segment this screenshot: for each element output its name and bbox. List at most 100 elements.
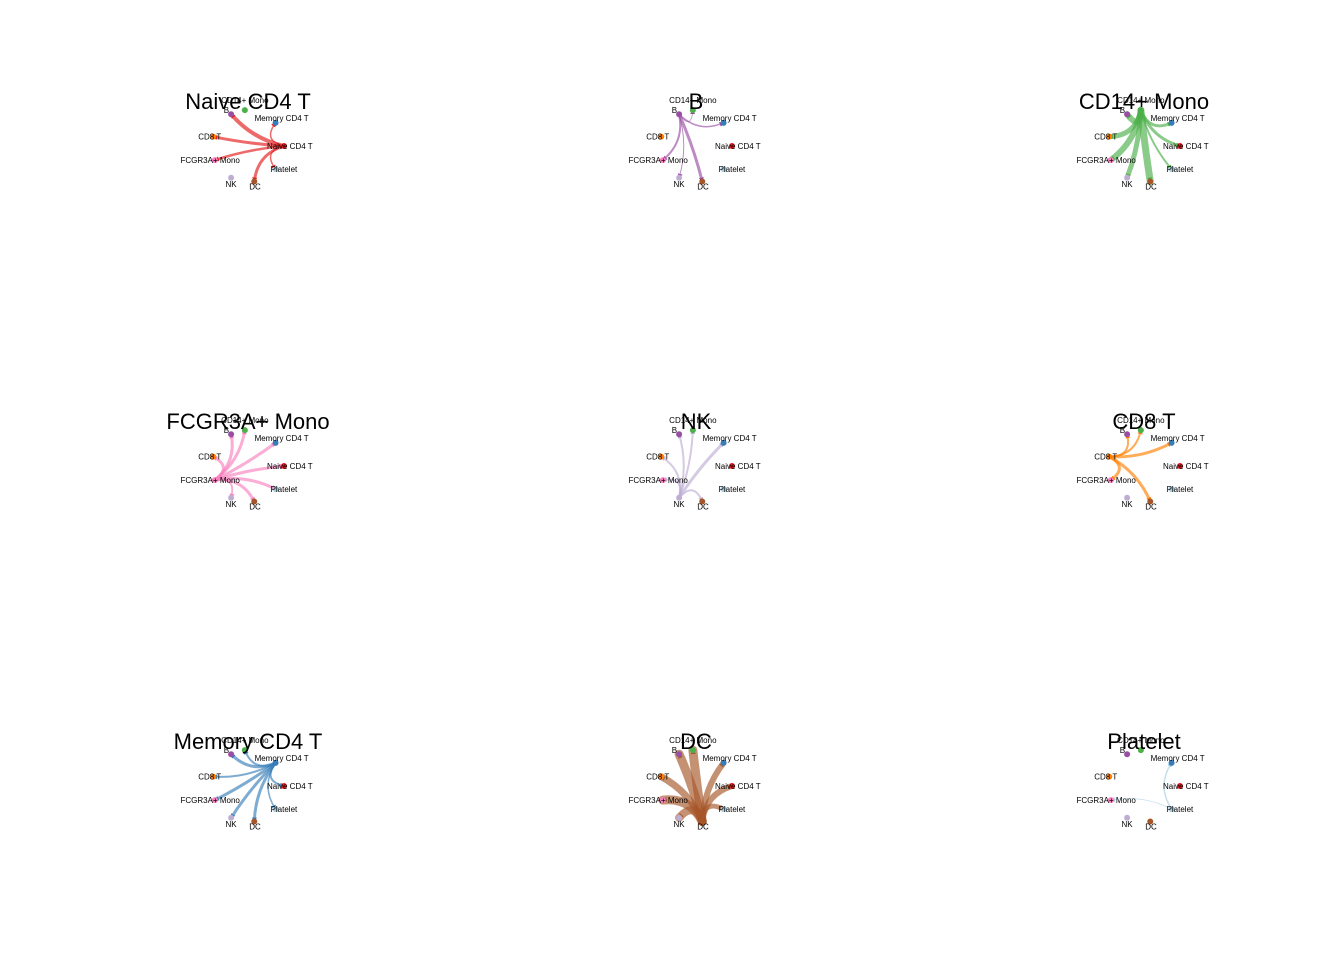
node-platelet [720,806,727,813]
node-fcgr3aplus-mono [211,797,218,804]
node-label-dc: DC [1145,182,1157,191]
node-label-memory-cd4-t: Memory CD4 T [255,754,309,763]
node-label-memory-cd4-t: Memory CD4 T [703,114,757,123]
node-label-cd14plus-mono: CD14+ Mono [1117,736,1165,745]
node-cd8-t [658,133,665,140]
node-label-dc: DC [249,502,261,511]
node-platelet [272,486,279,493]
node-fcgr3aplus-mono [659,477,666,484]
panel-fcgr3aplus-mono: B CD14+ Mono Memory CD4 T Naive CD4 T Platel… [68,408,428,608]
node-cd14plus-mono [1137,747,1144,754]
node-label-b: B [224,746,229,755]
node-label-b: B [1120,746,1125,755]
node-label-memory-cd4-t: Memory CD4 T [1151,114,1205,123]
node-b [676,751,683,758]
node-label-naive-cd4-t: Naive CD4 T [715,462,761,471]
node-label-naive-cd4-t: Naive CD4 T [267,782,313,791]
node-label-memory-cd4-t: Memory CD4 T [703,754,757,763]
node-platelet [272,166,279,173]
node-label-nk: NK [226,820,238,829]
node-dc [251,178,258,185]
edge-cd14plus-mono-to-dc [1137,106,1154,185]
node-label-cd14plus-mono: CD14+ Mono [1117,96,1165,105]
node-platelet [1168,806,1175,813]
node-dc [1147,818,1154,825]
edge-cd8-t-to-memory-cd4-t [1107,441,1174,459]
edge-cd8-t-to-dc [1107,455,1152,503]
node-label-fcgr3aplus-mono: FCGR3A+ Mono [629,476,689,485]
edge-nk-to-cd14plus-mono [678,429,696,499]
node-label-nk: NK [674,500,686,509]
node-platelet [1168,166,1175,173]
node-label-cd8-t: CD8 T [646,773,669,782]
node-label-platelet: Platelet [719,485,746,494]
node-label-cd8-t: CD8 T [1094,133,1117,142]
node-nk [1124,814,1131,821]
node-label-nk: NK [674,820,686,829]
panel-title: DC [680,729,712,754]
node-label-dc: DC [249,182,261,191]
panel-cd14plus-mono: B CD14+ Mono Memory CD4 T Naive CD4 T Platel… [964,88,1324,288]
node-cd8-t [658,773,665,780]
node-label-cd8-t: CD8 T [646,453,669,462]
node-label-cd14plus-mono: CD14+ Mono [221,736,269,745]
node-nk [228,174,235,181]
node-label-platelet: Platelet [1167,805,1194,814]
node-platelet [720,486,727,493]
node-b [1124,111,1131,118]
node-label-memory-cd4-t: Memory CD4 T [255,434,309,443]
edge-fcgr3aplus-mono-to-nk [213,478,235,499]
node-label-cd14plus-mono: CD14+ Mono [1117,416,1165,425]
node-dc [251,498,258,505]
node-naive-cd4-t [729,783,735,789]
node-nk [228,814,235,821]
node-cd8-t [658,453,665,460]
node-label-memory-cd4-t: Memory CD4 T [703,434,757,443]
node-label-cd8-t: CD8 T [198,453,221,462]
edge-naive-cd4-t-to-platelet [269,145,285,170]
node-label-naive-cd4-t: Naive CD4 T [1163,782,1209,791]
edge-platelet-to-memory-cd4-t [1163,762,1173,810]
node-label-nk: NK [226,180,238,189]
node-naive-cd4-t [281,463,287,469]
node-b [228,751,235,758]
node-nk [1124,174,1131,181]
node-label-b: B [672,746,677,755]
node-nk [228,494,235,501]
node-label-naive-cd4-t: Naive CD4 T [1163,142,1209,151]
node-label-fcgr3aplus-mono: FCGR3A+ Mono [629,156,689,165]
node-b [676,111,683,118]
panel-title: B [688,89,704,114]
node-dc [1147,498,1154,505]
node-label-fcgr3aplus-mono: FCGR3A+ Mono [181,796,241,805]
node-fcgr3aplus-mono [211,157,218,164]
edge-memory-cd4-t-to-cd14plus-mono [243,749,277,767]
node-label-platelet: Platelet [719,165,746,174]
node-cd8-t [1106,453,1113,460]
edge-nk-to-memory-cd4-t [677,441,726,500]
node-naive-cd4-t [1177,143,1183,149]
node-label-dc: DC [1145,502,1157,511]
edge-naive-cd4-t-to-memory-cd4-t [269,122,285,147]
node-cd14plus-mono [1137,427,1144,434]
edge-b-to-memory-cd4-t [678,113,725,128]
node-cd14plus-mono [689,427,696,434]
node-cd8-t [210,133,217,140]
node-label-memory-cd4-t: Memory CD4 T [1151,434,1205,443]
node-fcgr3aplus-mono [1107,797,1114,804]
node-memory-cd4-t [720,759,727,766]
node-b [676,431,683,438]
node-cd8-t [1106,133,1113,140]
edge-dc-to-platelet [699,803,727,824]
panel-title: CD8 T [1112,409,1176,434]
node-platelet [272,806,279,813]
panel-title: Naive CD4 T [185,89,311,114]
node-label-naive-cd4-t: Naive CD4 T [267,462,313,471]
